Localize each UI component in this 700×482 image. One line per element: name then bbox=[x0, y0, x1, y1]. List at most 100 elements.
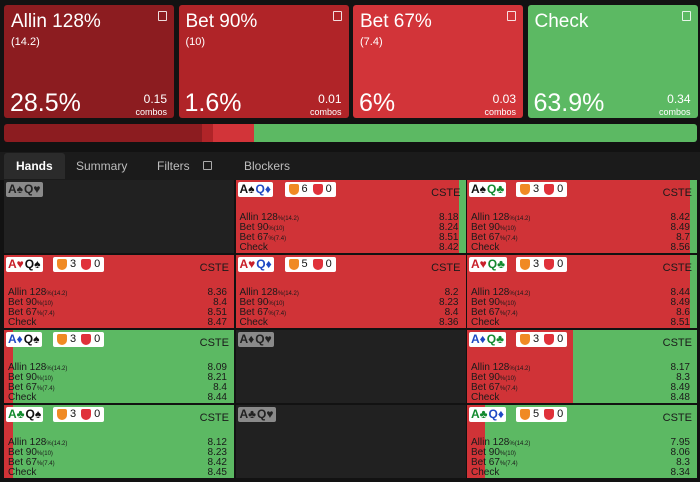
line-sub: %(14.2) bbox=[509, 291, 531, 297]
line-label: Bet 67%(7.4) bbox=[8, 308, 55, 319]
shield-icon bbox=[81, 334, 92, 345]
line-sub: %(10) bbox=[268, 301, 285, 307]
hand-cell[interactable]: A♣ Q♥ bbox=[235, 405, 466, 478]
action-name: Bet 67% bbox=[360, 11, 432, 32]
hand-cell[interactable]: A♦ Q♥ bbox=[235, 330, 466, 403]
line-name: Check bbox=[239, 242, 268, 253]
hand-cell[interactable]: A♥ Q♣ 3 0 CSTE Allin 128%(14.2) 8.44 Bet 90%(10… bbox=[467, 255, 697, 328]
action-card[interactable]: Allin 128% (14.2) 28.5% 0.15 combos bbox=[4, 5, 174, 118]
card: Q♦ bbox=[256, 257, 272, 271]
line-name: Allin 128 bbox=[471, 437, 510, 448]
hand-cell[interactable]: A♠ Q♣ 3 0 CSTE Allin 128%(14.2) 8.42 Bet 90%(10… bbox=[467, 180, 697, 253]
blocker-count: 3 bbox=[533, 258, 540, 270]
blocker-count: 3 bbox=[533, 183, 540, 195]
hand-cell[interactable]: A♣ Q♦ 5 0 CSTE Allin 128%(14.2) 7.95 Bet 90%(10… bbox=[467, 405, 697, 478]
line-name: Bet 90 bbox=[8, 372, 37, 383]
line-label: Bet 67%(7.4) bbox=[471, 233, 518, 244]
ev-value: 8.49 bbox=[670, 297, 690, 308]
action-card[interactable]: Bet 67% (7.4) 6% 0.03 combos bbox=[353, 5, 523, 118]
line-label: Bet 90%(10) bbox=[471, 448, 516, 459]
blocker-count: 0 bbox=[557, 183, 564, 195]
action-size: (7.4) bbox=[360, 36, 383, 48]
card: Q♣ bbox=[486, 332, 505, 346]
line-label: Check bbox=[240, 318, 268, 328]
hand-cell[interactable]: A♥ Q♦ 5 0 CSTE Allin 128%(14.2) 8.2 Bet 90%(10)… bbox=[235, 255, 466, 328]
tab[interactable]: Blockers bbox=[244, 159, 291, 173]
line-label: Bet 90%(10) bbox=[471, 298, 516, 309]
line-label: Allin 128%(14.2) bbox=[240, 213, 299, 224]
action-card[interactable]: Check 63.9% 0.34 combos bbox=[527, 5, 698, 118]
ev-value: 8.45 bbox=[207, 467, 227, 478]
note-icon bbox=[507, 11, 516, 21]
line-sub: %(10) bbox=[268, 226, 285, 232]
hand-cell[interactable]: A♠ Q♦ 6 0 CSTE Allin 128%(14.2) 8.18 Bet 90%(10… bbox=[235, 180, 466, 253]
cell-tag: CSTE bbox=[662, 412, 692, 424]
bet-share bbox=[4, 405, 14, 478]
hand-cell[interactable]: A♣ Q♠ 3 0 CSTE Allin 128%(14.2) 8.12 Bet 90%(10… bbox=[4, 405, 234, 478]
tab[interactable]: Hands bbox=[4, 153, 65, 179]
line-sub: %(10) bbox=[499, 451, 516, 457]
line-sub: %(10) bbox=[36, 451, 53, 457]
line-label: Allin 128%(14.2) bbox=[8, 438, 67, 449]
line-name: Bet 90 bbox=[471, 447, 500, 458]
line-name: Bet 67 bbox=[8, 457, 37, 468]
line-sub: %(14.2) bbox=[277, 291, 299, 297]
hand-cell[interactable]: A♠ Q♥ bbox=[4, 180, 234, 253]
card: A♥ bbox=[8, 257, 24, 271]
shield-icon bbox=[544, 409, 555, 420]
card: Q♣ bbox=[487, 182, 505, 196]
action-card[interactable]: Bet 90% (10) 1.6% 0.01 combos bbox=[178, 5, 349, 118]
shield-icon bbox=[312, 184, 323, 195]
line-sub: %(7.4) bbox=[36, 461, 55, 467]
hand-chip: A♣ Q♠ bbox=[6, 407, 44, 422]
line-name: Bet 67 bbox=[239, 307, 269, 318]
ev-value: 8.09 bbox=[207, 362, 227, 373]
line-sub: %(10) bbox=[36, 301, 53, 307]
line-name: Check bbox=[8, 317, 37, 328]
card: Q♣ bbox=[487, 257, 506, 271]
ev-value: 8.34 bbox=[670, 467, 690, 478]
shield-icon bbox=[57, 259, 67, 270]
line-name: Check bbox=[471, 242, 500, 253]
hand-cell[interactable]: A♥ Q♠ 3 0 CSTE Allin 128%(14.2) 8.36 Bet 90%(10… bbox=[4, 255, 234, 328]
hand-chip: A♠ Q♣ bbox=[469, 182, 507, 197]
line-label: Bet 67%(7.4) bbox=[240, 308, 287, 319]
strategy-bar bbox=[4, 124, 697, 142]
cell-tag: CSTE bbox=[431, 187, 461, 199]
action-frequency: 1.6% bbox=[184, 89, 242, 117]
line-sub: %(14.2) bbox=[46, 291, 68, 297]
line-label: Allin 128%(14.2) bbox=[240, 288, 299, 299]
line-name: Allin 128 bbox=[239, 212, 278, 223]
card: A♦ bbox=[8, 332, 23, 346]
card: A♦ bbox=[239, 332, 255, 346]
shield-icon bbox=[520, 184, 530, 195]
tab[interactable]: Filters bbox=[157, 159, 190, 173]
line-label: Check bbox=[8, 393, 36, 403]
line-name: Bet 67 bbox=[471, 232, 500, 243]
line-label: Check bbox=[471, 468, 499, 478]
line-sub: %(14.2) bbox=[277, 216, 299, 222]
combos-unit: combos bbox=[309, 107, 342, 117]
hand-chip: A♥ Q♦ bbox=[237, 257, 274, 272]
tab[interactable]: Summary bbox=[76, 159, 128, 173]
line-label: Allin 128%(14.2) bbox=[471, 438, 530, 449]
hand-cell[interactable]: A♦ Q♣ 3 0 CSTE Allin 128%(14.2) 8.17 Bet 90%(10… bbox=[467, 330, 697, 403]
strategy-segment bbox=[4, 124, 202, 142]
ev-value: 8.23 bbox=[207, 447, 227, 458]
ev-value: 8.51 bbox=[439, 232, 459, 243]
line-label: Bet 90%(10) bbox=[8, 373, 53, 384]
card: Q♥ bbox=[255, 332, 272, 346]
ev-value: 8.4 bbox=[213, 297, 227, 308]
hand-cell[interactable]: A♦ Q♠ 3 0 CSTE Allin 128%(14.2) 8.09 Bet 90%(10… bbox=[4, 330, 234, 403]
blocker-count: 0 bbox=[94, 258, 101, 270]
combos-unit: combos bbox=[135, 107, 167, 117]
card: A♣ bbox=[239, 407, 257, 421]
blocker-count: 3 bbox=[70, 408, 77, 420]
line-name: Bet 90 bbox=[471, 222, 500, 233]
blocker-count: 3 bbox=[70, 333, 77, 345]
